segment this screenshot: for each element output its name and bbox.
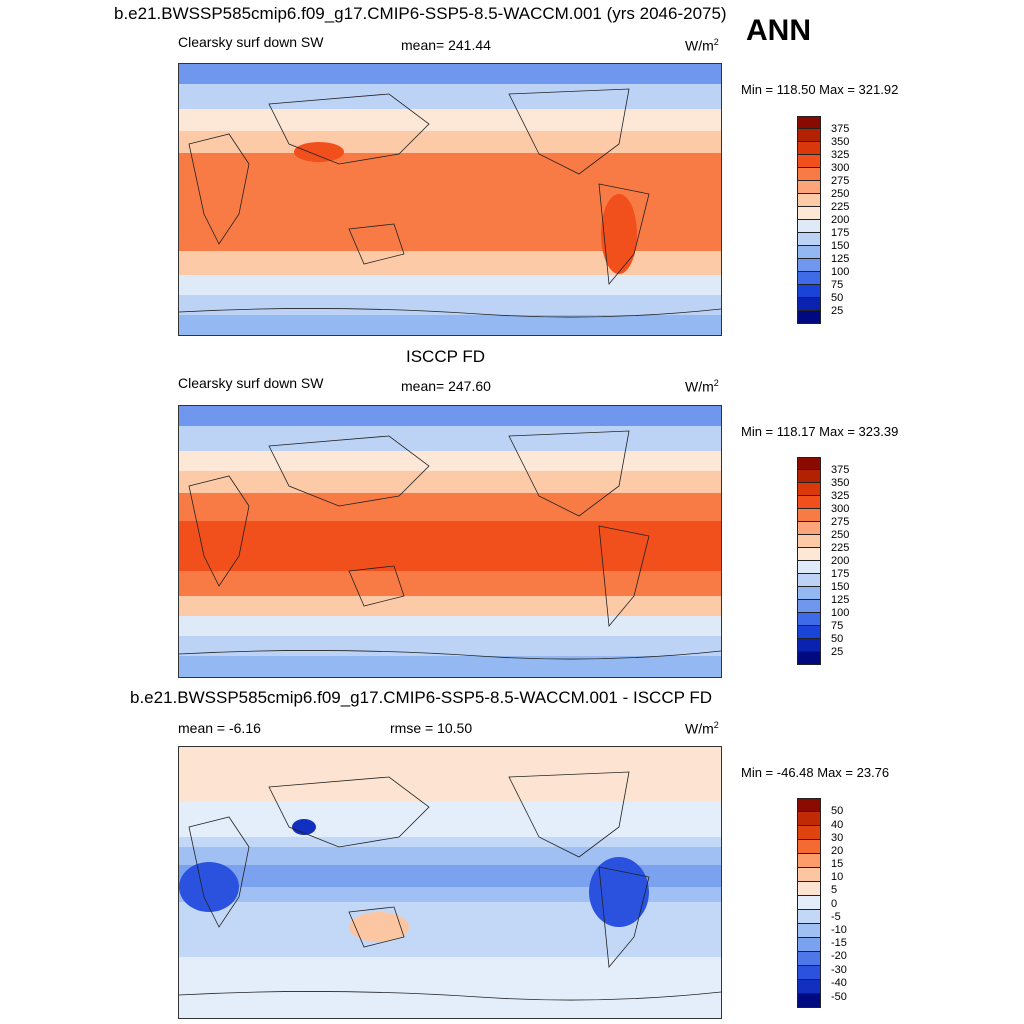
panel3-rmse: rmse = 10.50 bbox=[390, 720, 473, 736]
panel1-tick: 200 bbox=[831, 214, 850, 226]
panel3-tick: 0 bbox=[831, 898, 838, 910]
panel1-tick: 75 bbox=[831, 279, 844, 291]
panel1-tick: 350 bbox=[831, 136, 850, 148]
panel1-tick: 275 bbox=[831, 175, 850, 187]
panel2-tick: 50 bbox=[831, 633, 844, 645]
panel3-tick: 50 bbox=[831, 805, 844, 817]
panel3-tick: 30 bbox=[831, 832, 844, 844]
panel1-map bbox=[178, 63, 722, 336]
panel3-tick: -5 bbox=[831, 911, 841, 923]
panel3-tick: -15 bbox=[831, 937, 847, 949]
panel2-tick: 300 bbox=[831, 503, 850, 515]
panel1-tick: 125 bbox=[831, 253, 850, 265]
panel3-tick: 20 bbox=[831, 845, 844, 857]
panel2-tick: 200 bbox=[831, 555, 850, 567]
panel1-variable: Clearsky surf down SW bbox=[178, 34, 324, 50]
panel2-heading: ISCCP FD bbox=[406, 347, 486, 366]
panel2-tick: 275 bbox=[831, 516, 850, 528]
panel1-minmax: Min = 118.50 Max = 321.92 bbox=[741, 82, 899, 97]
panel2-tick: 325 bbox=[831, 490, 850, 502]
panel3-tick: -50 bbox=[831, 991, 847, 1003]
panel1-tick: 375 bbox=[831, 123, 850, 135]
panel2-tick: 250 bbox=[831, 529, 850, 541]
panel1-units: W/m2 bbox=[685, 37, 719, 54]
panel3-minmax: Min = -46.48 Max = 23.76 bbox=[741, 765, 890, 780]
panel3-map bbox=[178, 746, 722, 1019]
panel1-tick: 150 bbox=[831, 240, 850, 252]
panel2-tick: 75 bbox=[831, 620, 844, 632]
panel3-tick: 10 bbox=[831, 871, 844, 883]
panel2-tick: 25 bbox=[831, 646, 844, 658]
panel3-tick: 5 bbox=[831, 884, 838, 896]
panel2-tick: 150 bbox=[831, 581, 850, 593]
panel1-colorbar bbox=[797, 116, 821, 324]
panel3-tick: -20 bbox=[831, 950, 847, 962]
panel2-minmax: Min = 118.17 Max = 323.39 bbox=[741, 424, 899, 439]
panel3-tick: -10 bbox=[831, 924, 847, 936]
panel2-tick: 100 bbox=[831, 607, 850, 619]
panel3-heading: b.e21.BWSSP585cmip6.f09_g17.CMIP6-SSP5-8… bbox=[130, 688, 713, 707]
panel1-tick: 175 bbox=[831, 227, 850, 239]
panel2-tick: 350 bbox=[831, 477, 850, 489]
panel2-colorbar bbox=[797, 457, 821, 665]
main-title: b.e21.BWSSP585cmip6.f09_g17.CMIP6-SSP5-8… bbox=[114, 4, 727, 23]
panel1-tick: 25 bbox=[831, 305, 844, 317]
panel1-tick: 325 bbox=[831, 149, 850, 161]
panel2-tick: 225 bbox=[831, 542, 850, 554]
panel3-units: W/m2 bbox=[685, 720, 719, 737]
panel3-tick: -40 bbox=[831, 977, 847, 989]
season-label: ANN bbox=[746, 14, 811, 47]
panel2-tick: 375 bbox=[831, 464, 850, 476]
panel2-units: W/m2 bbox=[685, 378, 719, 395]
panel1-tick: 225 bbox=[831, 201, 850, 213]
panel2-variable: Clearsky surf down SW bbox=[178, 375, 324, 391]
panel3-mean: mean = -6.16 bbox=[178, 720, 261, 736]
panel3-tick: -30 bbox=[831, 964, 847, 976]
panel2-tick: 175 bbox=[831, 568, 850, 580]
panel1-tick: 100 bbox=[831, 266, 850, 278]
panel2-tick: 125 bbox=[831, 594, 850, 606]
panel1-mean: mean= 241.44 bbox=[401, 37, 491, 53]
panel1-tick: 50 bbox=[831, 292, 844, 304]
panel2-map bbox=[178, 405, 722, 678]
panel2-mean: mean= 247.60 bbox=[401, 378, 491, 394]
panel1-tick: 300 bbox=[831, 162, 850, 174]
panel3-tick: 40 bbox=[831, 819, 844, 831]
panel3-colorbar bbox=[797, 798, 821, 1008]
panel1-tick: 250 bbox=[831, 188, 850, 200]
panel3-tick: 15 bbox=[831, 858, 844, 870]
